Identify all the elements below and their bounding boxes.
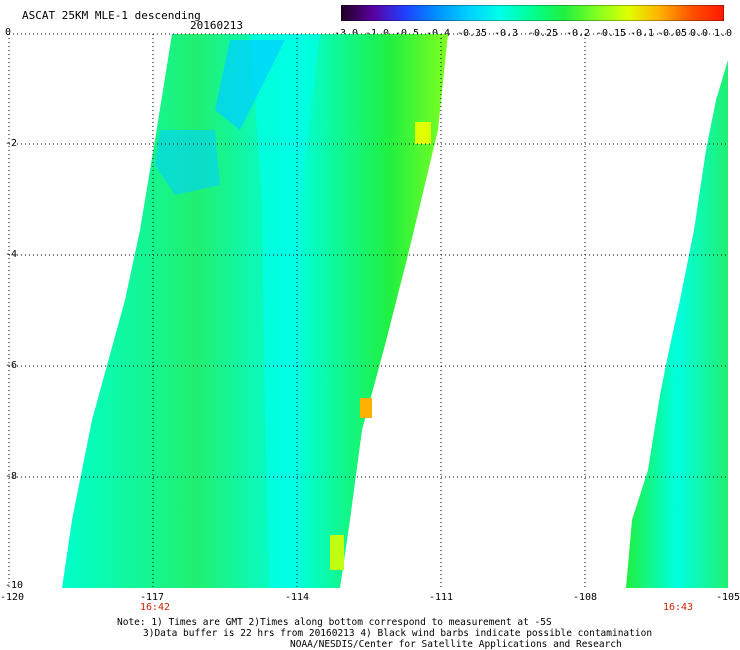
swath-1-yellow-spot-2 <box>330 535 344 570</box>
credit-line: NOAA/NESDIS/Center for Satellite Applica… <box>290 639 622 650</box>
colorbar-label: -0.15 <box>595 28 627 39</box>
graticule <box>8 33 728 588</box>
swath-1 <box>62 34 448 588</box>
lon-label: -111 <box>429 592 454 603</box>
swath-1-cyan-band <box>250 34 320 588</box>
lat-label: 0 <box>5 27 12 38</box>
map-title: ASCAT 25KM MLE-1 descending <box>22 9 201 22</box>
lat-label: -6 <box>5 360 18 371</box>
colorbar-label: 1.0 <box>713 28 733 39</box>
lon-label: -120 <box>0 592 25 603</box>
lat-label: -2 <box>5 138 18 149</box>
colorbar-label: -0.25 <box>527 28 559 39</box>
swath-time: 16:43 <box>662 602 694 613</box>
swath-2 <box>626 60 728 588</box>
swath-1-blue-patch <box>215 40 285 130</box>
lat-label: -10 <box>5 580 24 591</box>
note-line-2: 3)Data buffer is 22 hrs from 20160213 4)… <box>143 628 653 639</box>
colorbar-label: -0.35 <box>456 28 488 39</box>
lon-label: -117 <box>140 592 165 603</box>
colorbar-label: 0.0 <box>689 28 709 39</box>
lon-label: -105 <box>716 592 740 603</box>
swath-1-yellow-spot <box>415 122 431 144</box>
lat-label: -4 <box>5 249 18 260</box>
lon-label: -108 <box>573 592 598 603</box>
colorbar <box>341 5 724 21</box>
swath-1-orange-spot <box>360 398 372 418</box>
swath-time: 16:42 <box>139 602 171 613</box>
colorbar-label: -0.5 <box>394 28 420 39</box>
lon-label: -114 <box>285 592 310 603</box>
note-line-1: Note: 1) Times are GMT 2)Times along bot… <box>117 617 552 628</box>
swath-1-blue-patch-2 <box>155 130 220 195</box>
colorbar-label: -0.05 <box>656 28 688 39</box>
lat-label: -8 <box>5 471 18 482</box>
map-date: 20160213 <box>190 19 243 32</box>
